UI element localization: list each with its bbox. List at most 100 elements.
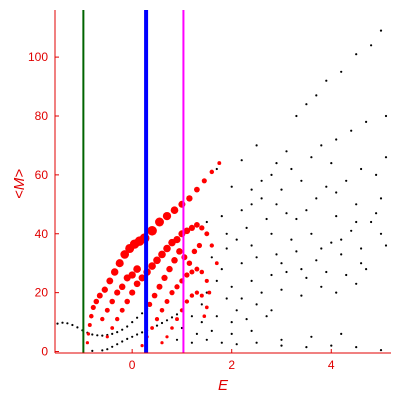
data-point <box>100 316 105 322</box>
data-point <box>384 156 388 159</box>
data-point <box>56 322 59 325</box>
data-point <box>200 303 203 306</box>
data-point <box>365 120 368 123</box>
data-point <box>315 94 318 97</box>
data-point <box>118 283 126 291</box>
axes <box>54 10 391 354</box>
data-point <box>260 291 263 294</box>
ticks: 0 20 40 60 80 100 0 2 4 <box>28 50 335 372</box>
data-point <box>194 186 200 193</box>
y-tick-label: 100 <box>28 50 48 64</box>
data-point <box>305 103 308 106</box>
data-point <box>166 265 173 273</box>
data-point <box>235 238 238 241</box>
data-point <box>365 268 368 271</box>
data-point <box>245 318 248 321</box>
data-point <box>191 248 198 255</box>
data-point <box>379 232 383 235</box>
data-point <box>205 291 208 294</box>
data-point <box>230 332 233 335</box>
data-point <box>164 299 170 304</box>
data-point <box>270 309 273 312</box>
data-point <box>240 262 243 265</box>
data-point <box>250 244 253 247</box>
data-point <box>156 283 163 290</box>
data-point <box>285 270 288 274</box>
data-point <box>90 304 96 310</box>
data-point <box>195 332 198 335</box>
data-point <box>129 289 136 296</box>
data-point <box>199 293 204 298</box>
vertical-reference-lines <box>82 10 185 353</box>
data-point <box>340 332 343 335</box>
data-point <box>86 332 91 336</box>
data-point <box>255 144 258 147</box>
data-point <box>120 250 130 259</box>
data-point <box>265 217 268 221</box>
data-point <box>270 173 273 176</box>
data-point <box>225 247 228 250</box>
data-point <box>116 331 119 334</box>
data-point <box>384 244 388 247</box>
data-point <box>305 209 308 212</box>
x-tick-label: 0 <box>129 358 136 372</box>
data-point <box>335 215 338 218</box>
data-point <box>310 156 313 159</box>
data-point <box>204 278 209 283</box>
data-point <box>230 321 233 324</box>
data-point <box>270 273 273 277</box>
data-point <box>355 346 358 349</box>
data-point <box>173 236 181 244</box>
data-point <box>360 262 363 265</box>
data-point <box>360 247 363 250</box>
data-point <box>210 329 213 332</box>
data-point <box>121 328 124 331</box>
data-point <box>350 229 353 232</box>
data-point <box>133 280 141 288</box>
data-point <box>325 185 328 188</box>
data-point <box>111 345 114 348</box>
data-point <box>209 243 214 248</box>
data-point <box>275 203 278 206</box>
x-tick-label: 4 <box>328 358 335 372</box>
data-point <box>147 226 157 236</box>
data-point <box>131 321 134 324</box>
data-point <box>105 335 109 339</box>
data-point <box>245 226 248 229</box>
data-point <box>207 290 212 295</box>
data-point <box>114 289 121 296</box>
y-tick-label: 20 <box>35 286 49 300</box>
data-point <box>186 260 193 266</box>
data-point <box>209 169 215 175</box>
data-point <box>335 291 338 294</box>
data-point <box>136 333 139 336</box>
data-point <box>315 197 318 200</box>
data-point <box>199 269 205 275</box>
data-point <box>265 315 268 318</box>
data-point <box>225 297 228 300</box>
data-point <box>119 307 125 313</box>
data-point <box>176 248 183 255</box>
data-point <box>320 144 323 147</box>
data-point <box>205 338 208 341</box>
data-point <box>163 244 171 253</box>
data-point <box>170 326 174 330</box>
data-point <box>91 333 94 336</box>
data-point <box>220 215 223 218</box>
data-point <box>217 161 222 166</box>
data-point <box>255 256 258 259</box>
data-point <box>110 268 119 276</box>
data-point <box>375 173 378 176</box>
data-point <box>310 232 313 235</box>
data-point <box>133 265 141 273</box>
data-point <box>340 253 343 256</box>
data-point <box>375 212 378 215</box>
data-point <box>189 269 195 275</box>
data-point <box>154 316 160 322</box>
data-point <box>250 188 253 191</box>
data-point <box>93 298 100 305</box>
data-point <box>128 271 136 279</box>
data-point <box>220 268 223 271</box>
data-point <box>240 159 243 162</box>
data-point <box>200 321 203 324</box>
